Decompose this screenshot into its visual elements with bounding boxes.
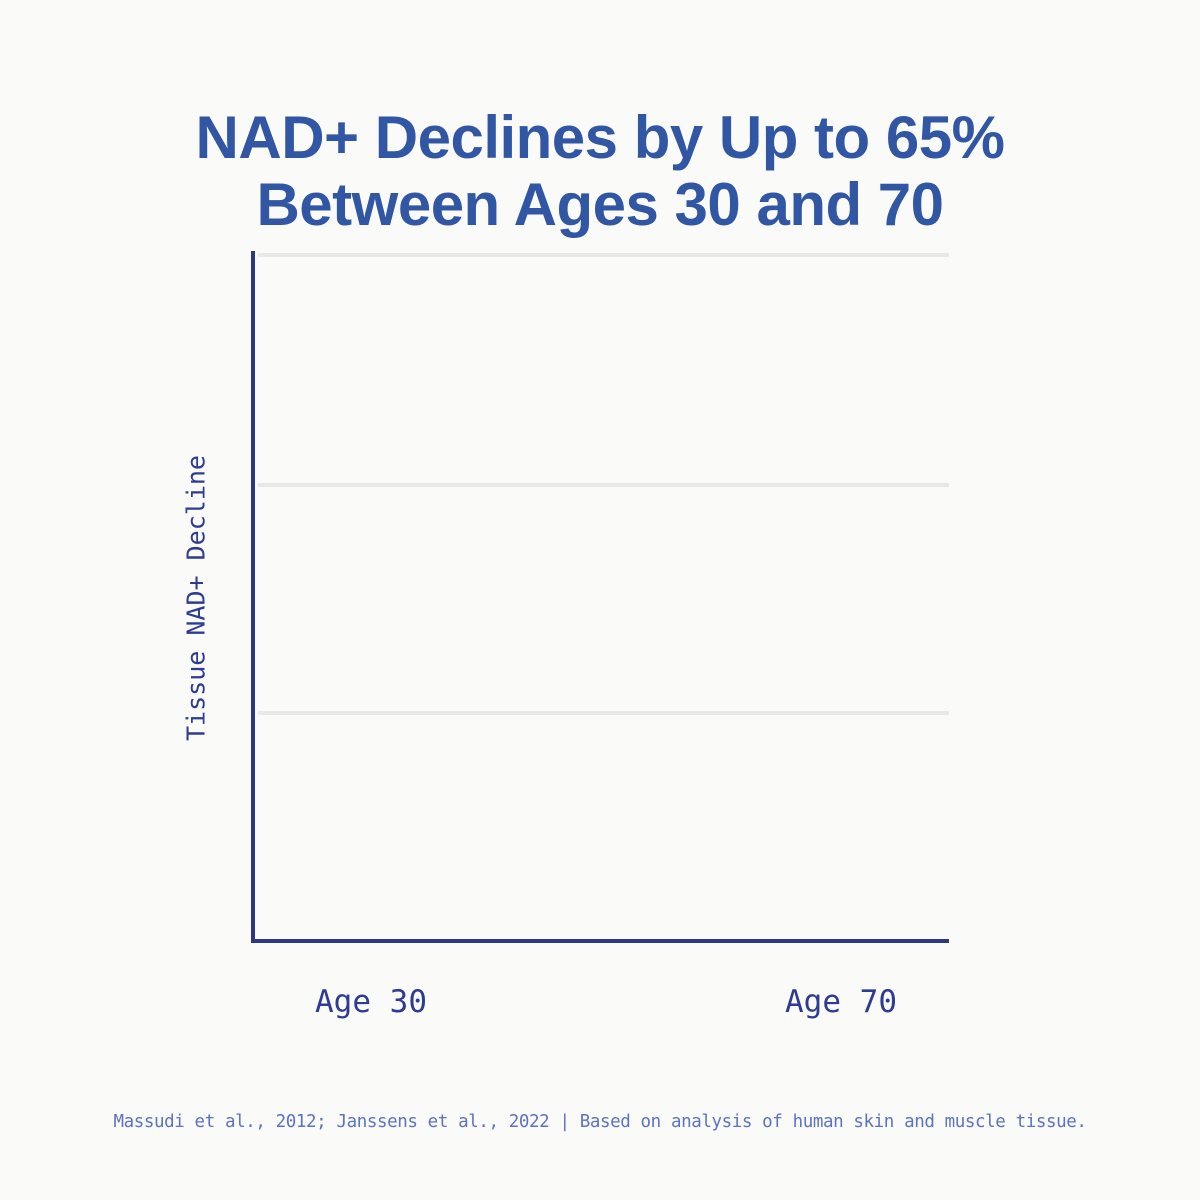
gridline-bottom — [258, 711, 949, 715]
gridline-middle — [258, 483, 949, 487]
y-axis-label: Tissue NAD+ Decline — [181, 455, 211, 741]
source-citation: Massudi et al., 2012; Janssens et al., 2… — [113, 1112, 1087, 1132]
chart-title: NAD+ Declines by Up to 65% Between Ages … — [0, 104, 1200, 238]
x-tick-age-30: Age 30 — [315, 984, 427, 1020]
x-tick-age-70: Age 70 — [785, 984, 897, 1020]
chart-title-line-1: NAD+ Declines by Up to 65% — [195, 104, 1005, 171]
gridline-top — [258, 253, 949, 257]
chart-title-line-2: Between Ages 30 and 70 — [256, 171, 944, 239]
plot-area — [251, 251, 949, 943]
